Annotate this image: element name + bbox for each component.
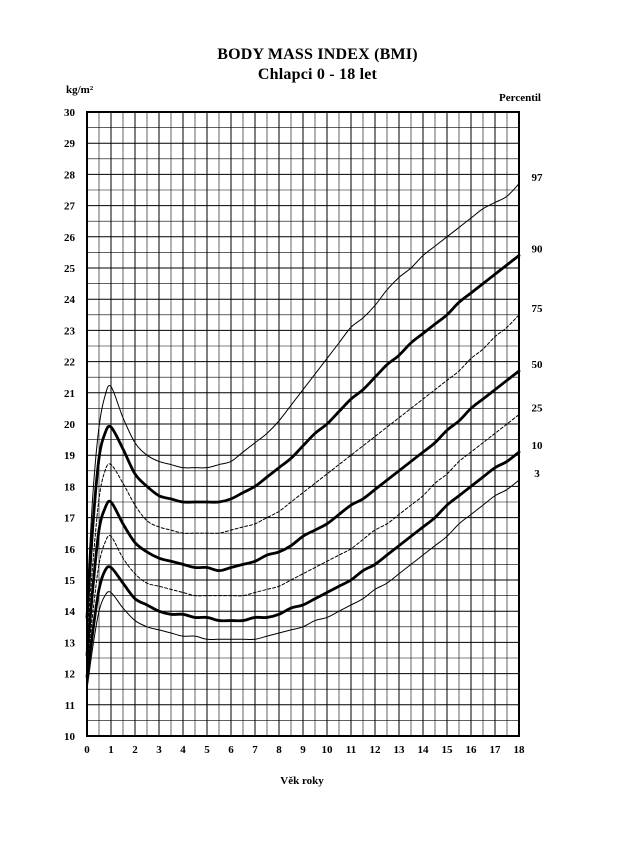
series-line-p3 xyxy=(86,479,520,690)
y-tick-label: 21 xyxy=(64,388,75,400)
x-tick-label: 6 xyxy=(228,744,234,756)
x-tick-label: 12 xyxy=(370,744,382,756)
x-tick-label: 17 xyxy=(490,744,502,756)
series-label-p97: 97 xyxy=(532,172,544,184)
y-tick-label: 22 xyxy=(64,357,76,369)
series-line-p97 xyxy=(86,183,520,600)
x-tick-label: 4 xyxy=(180,744,186,756)
series-label-p25: 25 xyxy=(532,403,544,415)
series-label-p90: 90 xyxy=(532,244,544,256)
series-labels: 97 90 75 50 25 10 3 xyxy=(532,172,544,480)
x-tick-label: 2 xyxy=(132,744,138,756)
series-label-p3: 3 xyxy=(534,468,540,480)
y-tick-label: 27 xyxy=(64,201,76,213)
y-tick-label: 15 xyxy=(64,575,76,587)
y-tick-label: 23 xyxy=(64,325,76,337)
series-line-p50 xyxy=(85,369,521,657)
series-line-p25 xyxy=(86,414,520,668)
x-tick-label: 0 xyxy=(84,744,90,756)
y-tick-label: 16 xyxy=(64,544,76,556)
y-tick-label: 25 xyxy=(64,263,76,275)
x-tick-labels: 0 1 2 3 4 5 6 7 8 9 10 11 12 13 14 15 16 17 18 xyxy=(84,744,525,756)
x-tick-label: 16 xyxy=(466,744,478,756)
y-tick-label: 17 xyxy=(64,513,76,525)
y-tick-label: 13 xyxy=(64,637,76,649)
y-tick-label: 12 xyxy=(64,669,76,681)
chart-subtitle: Chlapci 0 - 18 let xyxy=(257,66,378,83)
y-tick-label: 19 xyxy=(64,450,76,462)
y-axis-label: kg/m² xyxy=(66,84,94,96)
series-label-p75: 75 xyxy=(532,303,544,315)
y-tick-label: 28 xyxy=(64,169,76,181)
x-tick-label: 5 xyxy=(204,744,210,756)
x-axis-label: Věk roky xyxy=(280,775,324,787)
x-tick-label: 9 xyxy=(300,744,306,756)
series-line-p90 xyxy=(85,254,521,619)
series-line-p10 xyxy=(85,450,521,679)
x-tick-label: 11 xyxy=(346,744,356,756)
y-tick-label: 10 xyxy=(64,731,76,743)
x-tick-label: 18 xyxy=(514,744,526,756)
y-tick-label: 26 xyxy=(64,232,76,244)
x-tick-label: 1 xyxy=(108,744,114,756)
y-tick-label: 30 xyxy=(64,107,76,119)
x-tick-label: 3 xyxy=(156,744,162,756)
y-tick-label: 11 xyxy=(65,700,75,712)
y-tick-label: 20 xyxy=(64,419,76,431)
series-layer xyxy=(85,183,521,690)
series-label-p50: 50 xyxy=(532,359,544,371)
y-tick-label: 29 xyxy=(64,138,76,150)
series-line-p75 xyxy=(86,314,520,637)
y-tick-labels: 10 11 12 13 14 15 16 17 18 19 20 21 22 23 24 25 26 27 28 29… xyxy=(64,107,76,743)
legend-title: Percentil xyxy=(499,92,541,104)
x-tick-label: 10 xyxy=(322,744,334,756)
x-tick-label: 13 xyxy=(394,744,406,756)
x-tick-label: 14 xyxy=(418,744,430,756)
series-label-p10: 10 xyxy=(532,440,544,452)
x-tick-label: 7 xyxy=(252,744,258,756)
x-tick-label: 15 xyxy=(442,744,454,756)
x-tick-label: 8 xyxy=(276,744,282,756)
plot-border xyxy=(86,111,520,737)
y-tick-label: 14 xyxy=(64,606,76,618)
chart-title: BODY MASS INDEX (BMI) xyxy=(217,46,418,63)
y-tick-label: 18 xyxy=(64,481,76,493)
y-tick-label: 24 xyxy=(64,294,76,306)
